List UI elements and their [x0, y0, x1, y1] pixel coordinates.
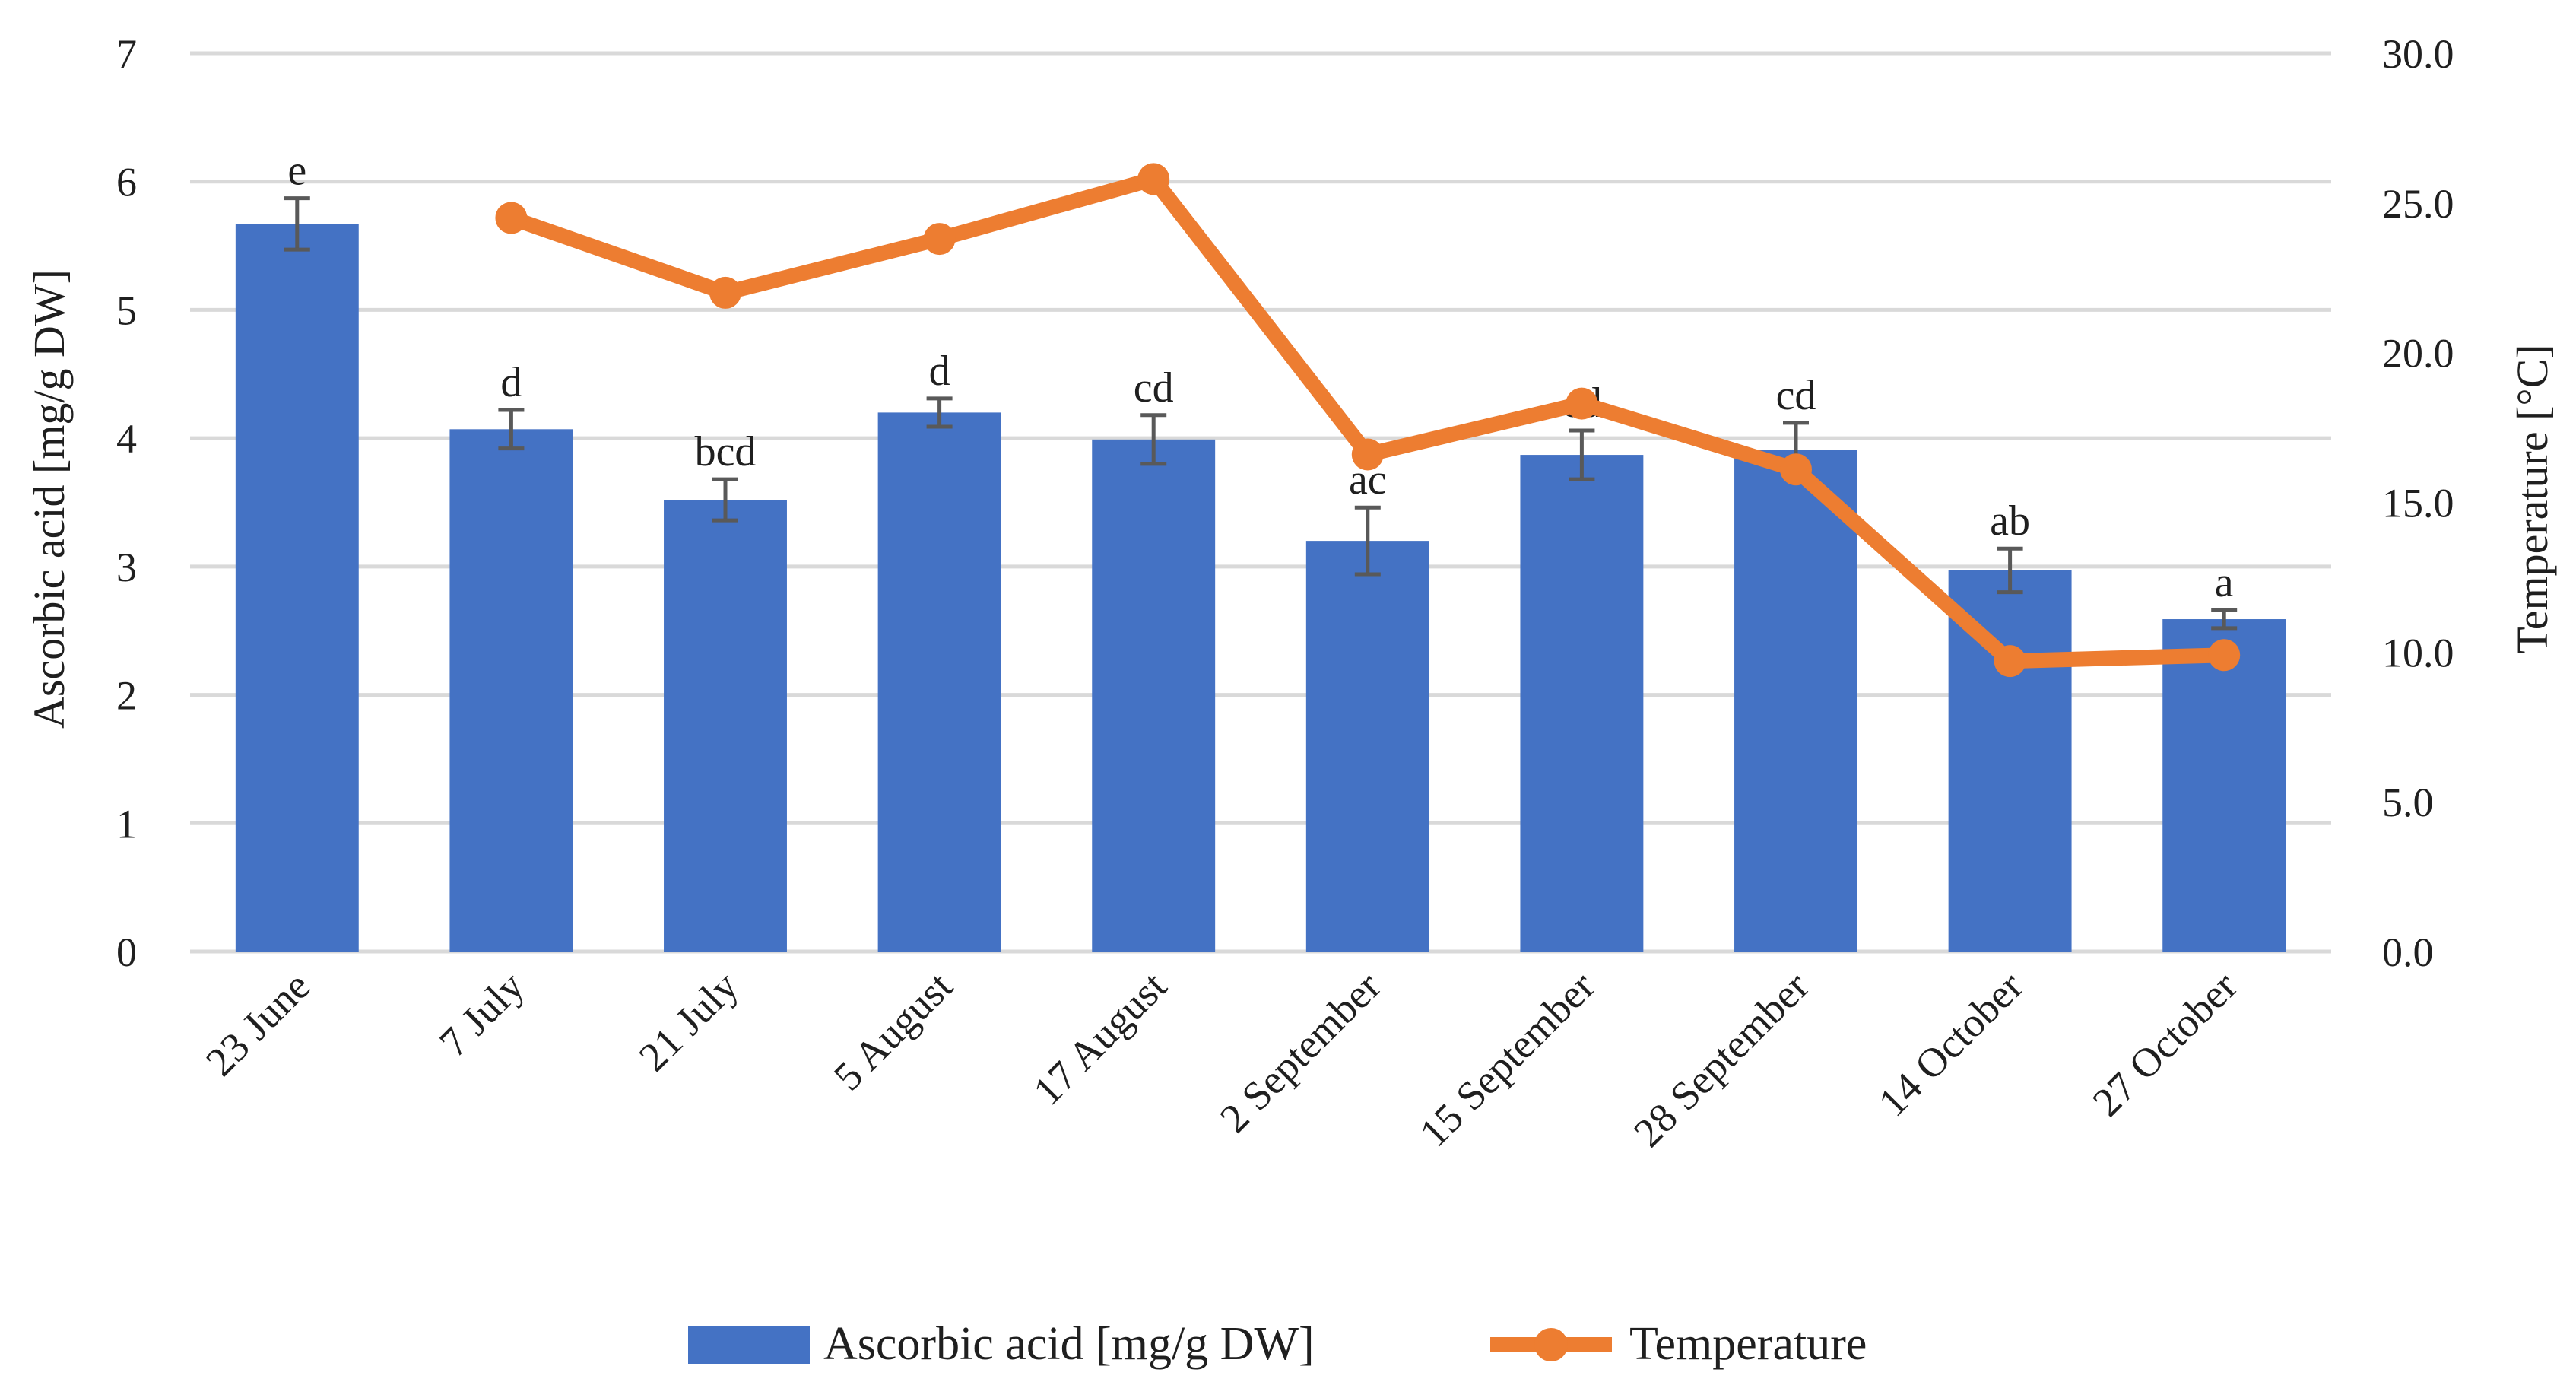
bar: [877, 412, 1001, 952]
temperature-point: [1994, 645, 2026, 678]
right-axis-ticks: 0.0 5.0 10.0 15.0 20.0 25.0 30.0: [2382, 31, 2454, 975]
x-axis-ticks: 23 June 7 July 21 July 5 August 17 August 2 S…: [197, 963, 2246, 1155]
x-tick-label: 23 June: [197, 963, 319, 1085]
left-tick-label: 7: [116, 31, 137, 77]
right-tick-label: 15.0: [2382, 481, 2454, 526]
right-tick-label: 10.0: [2382, 630, 2454, 675]
x-tick-label: 17 August: [1024, 963, 1175, 1114]
temperature-point: [1351, 438, 1384, 471]
right-axis-title: Temperature [°C]: [2508, 344, 2557, 653]
left-tick-label: 6: [116, 160, 137, 205]
left-tick-label: 3: [116, 545, 137, 590]
left-tick-label: 5: [116, 288, 137, 333]
left-axis-title: Ascorbic acid [mg/g DW]: [24, 269, 74, 729]
x-tick-label: 5 August: [825, 963, 961, 1099]
legend-bar-swatch: [688, 1326, 810, 1364]
temperature-point: [709, 276, 741, 309]
temperature-point: [1137, 163, 1170, 195]
significance-letter: d: [929, 348, 950, 395]
left-tick-label: 4: [116, 416, 137, 462]
significance-letter: a: [2215, 559, 2234, 606]
temperature-point: [2208, 639, 2241, 672]
legend-bar-label: Ascorbic acid [mg/g DW]: [823, 1318, 1315, 1370]
bar: [1734, 450, 1857, 952]
error-bars: [284, 196, 2238, 631]
x-tick-label: 27 October: [2084, 963, 2246, 1125]
bar: [2162, 619, 2286, 952]
right-tick-label: 0.0: [2382, 929, 2434, 975]
temperature-series: [495, 163, 2241, 678]
legend: Ascorbic acid [mg/g DW] Temperature: [688, 1318, 1867, 1370]
x-tick-label: 14 October: [1870, 963, 2032, 1125]
bar: [235, 224, 359, 952]
significance-letters: edbcddcdaccdcdaba: [287, 148, 2233, 607]
significance-letter: d: [500, 359, 522, 406]
bar: [1092, 439, 1216, 952]
legend-line-label: Temperature: [1629, 1318, 1867, 1370]
right-tick-label: 30.0: [2382, 31, 2454, 77]
bar-series: [235, 224, 2286, 952]
x-tick-label: 15 September: [1410, 963, 1603, 1155]
significance-letter: ab: [1990, 497, 2030, 545]
bar: [664, 500, 787, 952]
temperature-point: [495, 202, 528, 234]
left-axis-ticks: 0 1 2 3 4 5 6 7: [116, 31, 137, 975]
right-tick-label: 25.0: [2382, 181, 2454, 227]
left-tick-label: 2: [116, 673, 137, 719]
x-tick-label: 21 July: [630, 963, 747, 1080]
significance-letter: cd: [1134, 364, 1174, 411]
left-tick-label: 1: [116, 801, 137, 847]
legend-line-marker: [1534, 1328, 1568, 1361]
bar: [1305, 541, 1429, 952]
temperature-point: [1780, 453, 1812, 486]
significance-letter: e: [287, 148, 306, 195]
temperature-point: [923, 223, 956, 256]
bar: [1520, 455, 1644, 952]
right-tick-label: 5.0: [2382, 780, 2434, 825]
x-tick-label: 28 September: [1625, 963, 1817, 1155]
x-tick-label: 2 September: [1211, 963, 1389, 1141]
significance-letter: bcd: [695, 428, 757, 475]
x-tick-label: 7 July: [430, 963, 533, 1066]
left-tick-label: 0: [116, 929, 137, 975]
significance-letter: cd: [1776, 372, 1816, 419]
bar: [449, 429, 573, 952]
temperature-point: [1566, 387, 1598, 420]
right-tick-label: 20.0: [2382, 331, 2454, 376]
